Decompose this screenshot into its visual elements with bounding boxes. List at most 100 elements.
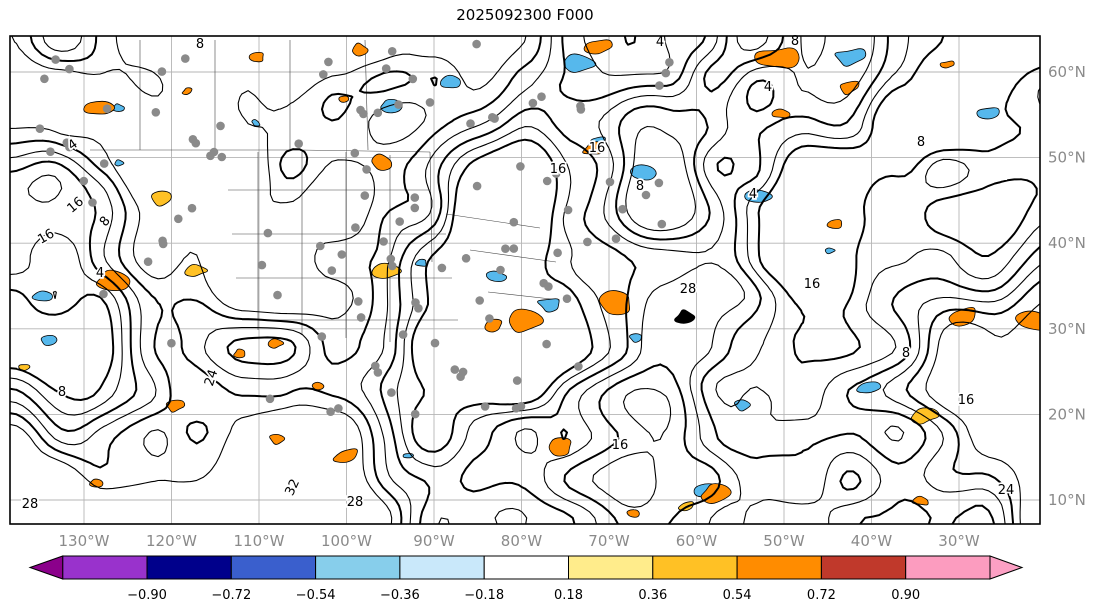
colorbar-segment: [820, 555, 907, 580]
station-marker: [294, 139, 304, 148]
station-marker: [437, 263, 447, 273]
station-marker: [450, 365, 460, 374]
positive-anomaly-blob: [248, 51, 264, 63]
x-tick-label: 80°W: [501, 532, 543, 550]
x-tick-label: 110°W: [234, 532, 285, 550]
negative-anomaly-blob: [629, 333, 642, 343]
station-marker: [143, 257, 153, 267]
station-marker: [102, 104, 112, 113]
colorbar-tick-label: 0.36: [638, 588, 667, 603]
station-marker: [40, 74, 49, 84]
station-marker: [512, 376, 522, 385]
station-marker: [387, 47, 397, 56]
station-marker: [265, 394, 275, 404]
station-marker: [654, 178, 664, 188]
station-marker: [216, 121, 225, 131]
contour-line: [10, 36, 1040, 524]
contour-label: 8: [58, 385, 66, 400]
contour-label: 28: [22, 497, 39, 512]
colorbar-right-arrow: [989, 555, 1024, 580]
station-marker: [381, 64, 391, 73]
negative-anomaly-blob: [976, 107, 1000, 120]
station-marker: [158, 236, 167, 246]
contour-label: 8: [636, 179, 644, 194]
station-marker: [456, 372, 465, 382]
station-marker: [79, 176, 89, 186]
station-marker: [485, 314, 494, 323]
station-marker: [356, 105, 365, 115]
positive-anomaly-blob: [338, 95, 350, 103]
station-marker: [188, 135, 198, 144]
station-marker: [641, 190, 651, 200]
station-marker: [187, 203, 197, 213]
negative-anomaly-blob: [630, 164, 657, 181]
station-marker: [466, 119, 475, 128]
political-borders: [90, 39, 561, 342]
station-marker: [354, 297, 363, 306]
contour-label: 8: [902, 346, 910, 361]
station-marker: [356, 313, 366, 322]
station-marker: [618, 204, 627, 214]
contour-line: [10, 36, 1040, 453]
negative-anomaly-blob: [251, 119, 261, 127]
station-marker: [174, 214, 183, 224]
station-marker: [542, 176, 552, 186]
station-marker: [563, 205, 573, 215]
station-marker: [317, 332, 327, 341]
station-marker: [472, 181, 482, 191]
contour-label: 28: [347, 495, 364, 510]
colorbar-segment: [568, 555, 654, 580]
y-tick-label: 20°N: [1048, 405, 1086, 423]
x-tick-label: 60°W: [676, 532, 718, 550]
station-marker: [167, 338, 176, 348]
station-marker: [576, 101, 585, 111]
border-line: [469, 249, 557, 263]
colorbar-tick-label: −0.54: [296, 588, 336, 603]
contour-label: 16: [550, 162, 567, 177]
station-marker: [326, 407, 335, 417]
positive-anomaly-blob: [233, 348, 246, 359]
station-markers: [35, 39, 674, 419]
negative-anomaly-blob: [824, 247, 836, 255]
station-marker: [410, 409, 420, 419]
station-marker: [327, 266, 337, 275]
contour-label: 4: [96, 266, 104, 281]
border-line: [429, 151, 433, 263]
station-marker: [379, 237, 388, 246]
y-tick-label: 30°N: [1048, 320, 1086, 338]
colorbar-tick-label: 0.18: [554, 588, 583, 603]
station-marker: [574, 362, 583, 371]
station-marker: [665, 58, 674, 67]
station-marker: [257, 260, 267, 270]
y-tick-label: 60°N: [1048, 63, 1086, 81]
positive-anomaly-blob: [754, 47, 800, 69]
x-tick-label: 100°W: [321, 532, 372, 550]
colorbar-tick-label: 0.72: [807, 588, 836, 603]
station-marker: [562, 294, 572, 304]
positive-anomaly-blob: [826, 219, 843, 229]
y-tick-label: 40°N: [1048, 234, 1086, 252]
station-marker: [88, 198, 97, 207]
positive-anomaly-blob: [1015, 310, 1040, 331]
station-marker: [46, 147, 55, 156]
contour-label: 4: [764, 80, 772, 95]
station-marker: [273, 290, 282, 300]
positive-anomaly-blob: [352, 42, 369, 57]
map-frame: [9, 35, 1041, 525]
negative-anomaly-blob: [834, 48, 867, 67]
station-marker: [360, 191, 370, 200]
positive-anomaly-blob: [311, 381, 325, 391]
positive-anomaly-blob: [508, 308, 544, 333]
station-marker: [553, 248, 562, 258]
positive-anomaly-blob: [269, 433, 286, 445]
positive-anomaly-blob: [548, 437, 572, 457]
y-tick-label: 10°N: [1048, 491, 1086, 509]
positive-anomaly-blob: [839, 80, 860, 96]
border-line: [445, 213, 541, 229]
colorbar-segment: [315, 555, 401, 580]
station-marker: [99, 159, 109, 168]
contour-label: 24: [998, 483, 1015, 498]
station-marker: [387, 388, 396, 397]
